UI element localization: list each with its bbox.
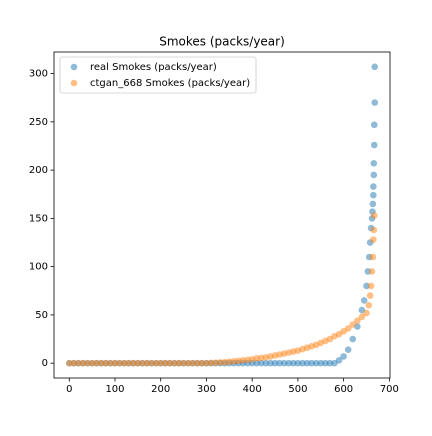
point: [97, 359, 105, 367]
point: [370, 171, 378, 179]
point: [143, 359, 151, 367]
point: [290, 359, 297, 367]
x-tick-label: 0: [66, 384, 72, 395]
point: [370, 183, 377, 190]
point: [370, 226, 378, 234]
point: [65, 359, 73, 367]
point: [370, 121, 378, 129]
point: [139, 359, 146, 367]
point: [175, 359, 183, 367]
point: [363, 282, 370, 290]
point: [370, 212, 378, 219]
point: [276, 359, 283, 367]
y-tick-label: 50: [35, 310, 48, 321]
point: [294, 359, 302, 367]
point: [370, 191, 377, 199]
point: [369, 200, 377, 208]
point: [134, 359, 142, 367]
point: [161, 359, 169, 367]
y-tick-label: 0: [42, 358, 48, 369]
point: [148, 359, 155, 367]
point: [271, 359, 279, 367]
x-tick-label: 700: [380, 384, 399, 395]
point: [171, 359, 178, 367]
chart-title: Smokes (packs/year): [159, 35, 285, 49]
point: [152, 359, 160, 367]
point: [180, 359, 187, 367]
legend-label: real Smokes (packs/year): [90, 62, 217, 73]
point: [120, 359, 128, 367]
point: [253, 359, 261, 367]
point: [107, 359, 114, 367]
point: [371, 63, 379, 71]
point: [125, 359, 133, 367]
point: [367, 282, 375, 290]
x-tick-label: 200: [151, 384, 170, 395]
point: [79, 359, 87, 367]
point: [184, 359, 192, 367]
y-tick-label: 150: [29, 213, 48, 224]
point: [285, 359, 293, 367]
x-tick-label: 300: [197, 384, 216, 395]
point: [157, 359, 165, 367]
y-tick-label: 100: [29, 262, 48, 273]
point: [312, 359, 320, 367]
y-tick-label: 200: [29, 165, 48, 176]
x-tick-label: 400: [243, 384, 262, 395]
point: [280, 359, 288, 367]
point: [111, 359, 119, 367]
point: [308, 359, 315, 367]
point: [344, 346, 352, 353]
point: [370, 160, 378, 167]
point: [358, 313, 366, 321]
x-tick-label: 500: [288, 384, 307, 395]
point: [369, 253, 377, 261]
x-tick-label: 100: [105, 384, 124, 395]
point: [93, 359, 101, 367]
point: [116, 359, 123, 367]
point: [326, 359, 334, 367]
legend-box: [59, 56, 257, 94]
point: [322, 359, 329, 367]
legend-label: ctgan_668 Smokes (packs/year): [90, 78, 250, 89]
point: [317, 359, 325, 367]
point: [335, 356, 343, 364]
point: [198, 359, 206, 367]
point: [354, 317, 361, 325]
point: [365, 301, 373, 309]
point: [189, 359, 197, 367]
point: [344, 325, 352, 332]
legend-marker: [70, 79, 78, 87]
point: [360, 297, 368, 304]
point: [370, 236, 377, 243]
point: [368, 268, 376, 275]
point: [340, 353, 347, 360]
point: [88, 359, 96, 367]
plot-frame: [53, 51, 391, 379]
point: [363, 309, 370, 317]
y-tick-label: 300: [29, 69, 48, 80]
point: [267, 359, 274, 367]
point: [262, 359, 270, 367]
point: [166, 359, 174, 367]
point: [129, 359, 137, 367]
point: [349, 321, 357, 328]
point: [303, 359, 311, 367]
point: [366, 292, 374, 299]
point: [70, 359, 78, 367]
point: [371, 99, 379, 106]
point: [299, 359, 306, 367]
y-tick-label: 250: [29, 117, 48, 128]
point: [102, 359, 110, 367]
point: [75, 359, 82, 367]
point: [370, 141, 378, 149]
legend-marker: [70, 63, 78, 71]
point: [194, 359, 201, 367]
x-tick-label: 600: [334, 384, 353, 395]
point: [84, 359, 91, 367]
point: [258, 359, 265, 367]
point: [349, 335, 357, 343]
